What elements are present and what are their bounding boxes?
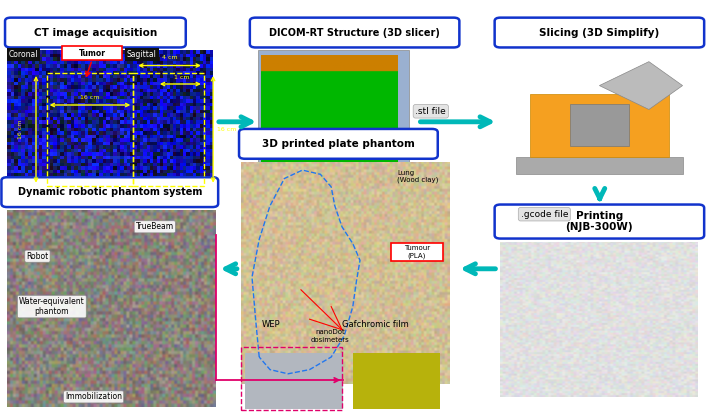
- Text: CT image acquisition: CT image acquisition: [34, 28, 157, 37]
- Text: Coronal: Coronal: [9, 50, 38, 59]
- FancyBboxPatch shape: [391, 243, 443, 261]
- Bar: [133, 73, 204, 186]
- Text: WEP: WEP: [262, 320, 281, 329]
- Text: Printing
(NJB-300W): Printing (NJB-300W): [566, 211, 633, 232]
- Text: Robot: Robot: [27, 252, 48, 261]
- FancyBboxPatch shape: [239, 129, 438, 159]
- Text: Immobilization: Immobilization: [65, 392, 122, 402]
- Bar: [7, 50, 130, 191]
- Text: Slicing (3D Simplify): Slicing (3D Simplify): [539, 28, 660, 37]
- FancyBboxPatch shape: [250, 18, 459, 47]
- Text: .stl file: .stl file: [415, 107, 446, 116]
- Text: Sagittal: Sagittal: [127, 50, 156, 59]
- FancyBboxPatch shape: [5, 18, 186, 47]
- Text: TrueBeam: TrueBeam: [136, 222, 174, 231]
- Text: 3D printed plate phantom: 3D printed plate phantom: [262, 139, 415, 149]
- FancyBboxPatch shape: [62, 46, 122, 60]
- Bar: [47, 73, 133, 186]
- FancyBboxPatch shape: [495, 18, 704, 47]
- Text: Gafchromic film: Gafchromic film: [343, 320, 409, 329]
- Text: .gcode file: .gcode file: [521, 210, 568, 219]
- Text: 16 cm: 16 cm: [217, 127, 237, 132]
- Text: Tumour
(PLA): Tumour (PLA): [404, 245, 430, 259]
- Bar: [130, 50, 212, 191]
- FancyBboxPatch shape: [495, 205, 704, 239]
- Text: DICOM-RT Structure (3D slicer): DICOM-RT Structure (3D slicer): [269, 28, 440, 37]
- Text: 1 cm: 1 cm: [174, 75, 189, 80]
- FancyBboxPatch shape: [1, 177, 218, 207]
- Text: 16 cm: 16 cm: [81, 95, 99, 100]
- Text: nanoDot
dosimeters: nanoDot dosimeters: [310, 330, 349, 342]
- Bar: [258, 50, 409, 195]
- Text: 4 cm: 4 cm: [162, 55, 178, 60]
- Text: Water-equivalent
phantom: Water-equivalent phantom: [19, 297, 85, 316]
- Text: Dynamic robotic phantom system: Dynamic robotic phantom system: [17, 187, 202, 197]
- Text: 16 cm: 16 cm: [18, 120, 22, 139]
- Text: Lung
(Wood clay): Lung (Wood clay): [397, 170, 438, 183]
- Text: Tumor: Tumor: [78, 49, 106, 58]
